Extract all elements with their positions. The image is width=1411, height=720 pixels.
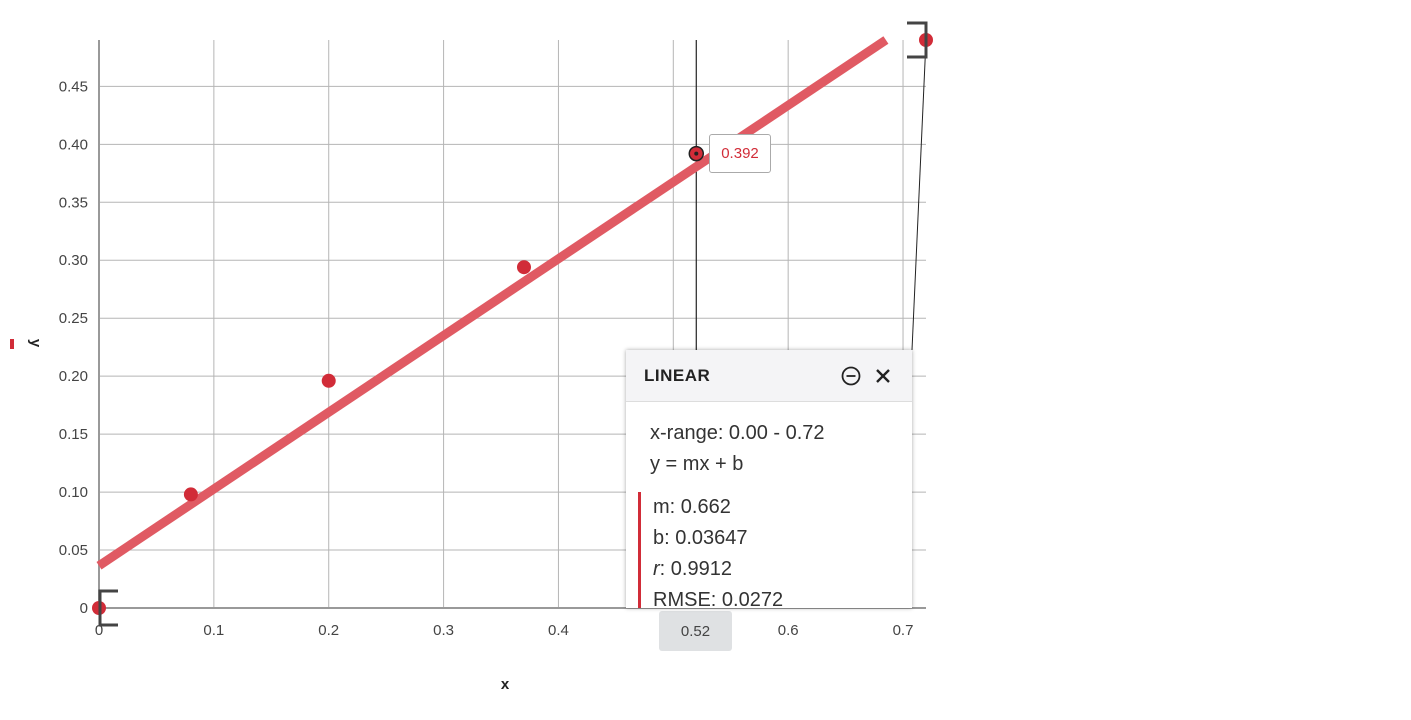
fit-line: [96, 36, 889, 570]
y-tick-label: 0.40: [59, 136, 88, 153]
range-end-bracket[interactable]: [907, 21, 928, 59]
slope-text: m: 0.662: [653, 496, 731, 518]
x-tick-label: 0.2: [318, 622, 339, 639]
data-point[interactable]: [321, 373, 336, 388]
x-tick-label: 0.3: [433, 622, 454, 639]
y-tick-label: 0.35: [59, 194, 88, 211]
data-point[interactable]: [516, 260, 531, 275]
y-tick-label: 0.30: [59, 252, 88, 269]
intercept-text: b: 0.03647: [653, 527, 748, 549]
r-label: r: [653, 558, 660, 580]
connector-line: [911, 39, 927, 351]
fit-line-group: [96, 36, 927, 570]
r-value: : 0.9912: [659, 558, 732, 580]
x-axis-title: x: [501, 676, 510, 693]
x-range-text: x-range: 0.00 - 0.72: [650, 422, 825, 444]
y-tick-label: 0.25: [59, 310, 88, 327]
fit-panel-title: LINEAR: [644, 365, 711, 385]
fit-panel-body: x-range: 0.00 - 0.72 y = mx + b m: 0.662…: [626, 402, 912, 608]
y-tick-label: 0.45: [59, 78, 88, 95]
highlighted-point-center: [694, 151, 699, 156]
x-tick-label: 0.1: [203, 622, 224, 639]
x-tick-label: 0: [95, 622, 103, 639]
rmse-text: RMSE: 0.0272: [653, 589, 784, 608]
y-tick-label: 0.10: [59, 484, 88, 501]
range-start-bracket[interactable]: [98, 589, 118, 627]
r-text: r: 0.9912: [653, 554, 912, 585]
x-tick-label: 0.7: [893, 622, 914, 639]
y-tick-label: 0.15: [59, 426, 88, 443]
value-tooltip: 0.392: [709, 134, 771, 173]
equation-text: y = mx + b: [650, 453, 744, 475]
minus-circle-icon[interactable]: [840, 365, 862, 387]
x-tick-label: 0.4: [548, 622, 569, 639]
close-icon[interactable]: [872, 365, 894, 387]
range-brackets: [98, 21, 928, 627]
x-tick-label: 0.6: [778, 622, 799, 639]
axes: [98, 40, 926, 609]
y-tick-label: 0: [80, 600, 88, 617]
y-axis-title: y: [27, 339, 44, 348]
y-tick-label: 0.20: [59, 368, 88, 385]
cursor-x-label[interactable]: 0.52: [659, 611, 732, 651]
fit-panel-header: LINEAR: [626, 350, 912, 402]
data-point[interactable]: [183, 487, 198, 502]
fit-panel: LINEAR x-range: 0.00 - 0.72 y = mx + b m…: [626, 350, 912, 608]
y-tick-label: 0.05: [59, 542, 88, 559]
y-axis-series-key: [9, 336, 31, 352]
grid: [99, 40, 926, 608]
tick-labels: 0 0.1 0.2 0.3 0.4 0.6 0.7 0 0.05 0.10 0.15 0.20 0.25…: [59, 78, 914, 639]
fit-parameters: m: 0.662 b: 0.03647 r: 0.9912 RMSE: 0.02…: [638, 492, 912, 608]
